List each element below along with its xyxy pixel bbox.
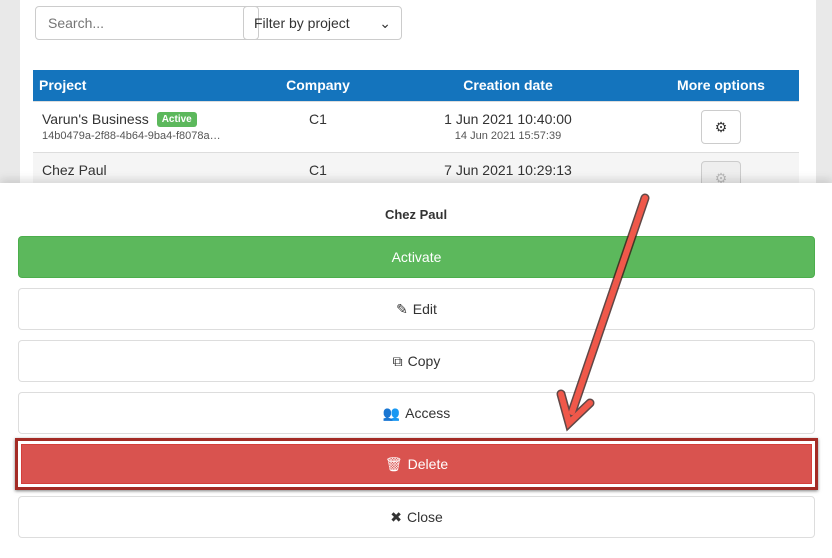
close-button[interactable]: ✖ Close [18, 496, 815, 538]
filter-label: Filter by project [254, 15, 350, 31]
project-filter-select[interactable]: Filter by project ⌄ [243, 6, 402, 40]
copy-icon: ⧉ [392, 352, 403, 369]
close-label: Close [406, 509, 443, 525]
chevron-down-icon: ⌄ [379, 14, 391, 31]
access-button[interactable]: 👥 Access [18, 392, 815, 434]
action-sheet: Chez Paul Activate ✎ Edit ⧉ Copy 👥 Access 🗑… [0, 183, 832, 558]
company: C1 [263, 100, 373, 152]
project-id: 14b0479a-2f88-4b64-9ba4-f8078a… [42, 129, 221, 142]
users-icon: 👥 [382, 404, 401, 421]
table-row[interactable]: Varun's Business Active 14b0479a-2f88-4b64… [33, 100, 799, 152]
highlight-box [15, 438, 818, 490]
edit-button[interactable]: ✎ Edit [18, 288, 815, 330]
delete-button[interactable]: 🗑 Delete [21, 444, 812, 484]
created-date: 1 Jun 2021 10:40:00 [444, 110, 572, 127]
pencil-icon: ✎ [396, 300, 408, 317]
updated-date: 14 Jun 2021 15:57:39 [454, 129, 562, 142]
col-creation-date: Creation date [373, 70, 643, 101]
close-icon: ✖ [390, 508, 402, 525]
projects-panel: Filter by project ⌄ Project Company Creat… [20, 0, 816, 203]
sheet-title: Chez Paul [384, 207, 448, 222]
activate-label: Activate [391, 249, 442, 265]
access-label: Access [405, 405, 451, 421]
col-more-options: More options [643, 70, 799, 101]
delete-label: Delete [407, 456, 449, 472]
search-input[interactable] [35, 6, 259, 40]
status-badge: Active [156, 111, 197, 127]
project-name: Varun's Business [42, 110, 149, 127]
activate-button[interactable]: Activate [18, 236, 815, 278]
edit-label: Edit [412, 301, 437, 317]
gears-icon[interactable]: ⚙ [701, 109, 741, 144]
copy-button[interactable]: ⧉ Copy [18, 340, 815, 382]
col-project: Project [33, 70, 263, 101]
table-row[interactable]: Chez Paul C1 7 Jun 2021 10:29:13 ⚙ [33, 151, 799, 203]
projects-table: Project Company Creation date More optio… [33, 70, 799, 203]
col-company: Company [263, 70, 373, 101]
trash-icon: 🗑 [384, 455, 403, 472]
copy-label: Copy [407, 353, 441, 369]
